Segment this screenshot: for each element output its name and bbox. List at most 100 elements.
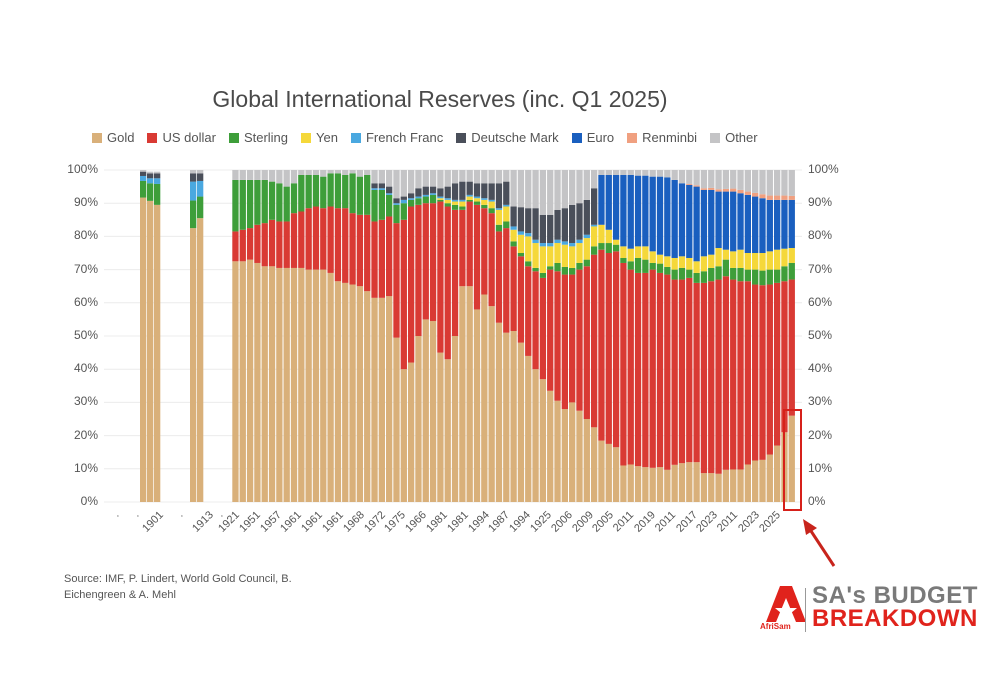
bar-segment-us-dollar (649, 269, 656, 468)
bar-segment-deutsche-mark (569, 204, 576, 244)
bar-stack (737, 170, 744, 502)
bar-segment-gold (730, 469, 737, 502)
bar-segment-sterling (349, 173, 356, 214)
bar-segment-gold (334, 281, 342, 502)
bar-segment-other (525, 170, 532, 209)
y-tick-label-left: 0% (80, 494, 98, 508)
bar-segment-gold (393, 337, 400, 502)
afrisam-budget-logo: AfriSam SA's BUDGET BREAKDOWN (760, 582, 995, 636)
bar-segment-yen (634, 246, 642, 258)
bar-segment-sterling (678, 267, 686, 280)
bar-segment-gold (327, 272, 334, 502)
bar-segment-euro (744, 194, 751, 253)
bar-segment-euro (766, 199, 773, 252)
bar-segment-sterling (649, 262, 656, 270)
bar-segment-gold (671, 464, 678, 502)
bar-segment-gold (312, 269, 320, 502)
bar-segment-renminbi (700, 188, 708, 190)
bar-segment-other (444, 170, 451, 187)
bar-segment-us-dollar (612, 251, 620, 448)
bar-segment-sterling (400, 203, 407, 220)
bar-segment-sterling (327, 173, 334, 207)
bar-segment-euro (773, 199, 781, 250)
logo-divider (805, 588, 806, 632)
y-tick-label-left: 20% (73, 427, 98, 442)
bar-stack (407, 170, 415, 502)
bar-stack (415, 170, 422, 502)
bar-segment-sterling (547, 266, 554, 270)
bar-stack (371, 170, 378, 502)
bar-segment-us-dollar (378, 219, 385, 298)
bar-segment-sterling (261, 179, 268, 224)
bar-segment-yen (766, 251, 773, 270)
bar-segment-yen (517, 234, 525, 253)
bar-segment-us-dollar (503, 228, 510, 333)
bar-stack (759, 170, 766, 502)
bar-segment-sterling (620, 257, 627, 263)
bar-stack (620, 170, 627, 502)
bar-segment-deutsche-mark (517, 207, 525, 232)
bar-segment-us-dollar (620, 262, 627, 466)
bar-segment-sterling (305, 174, 312, 209)
bar-segment-us-dollar (429, 203, 437, 322)
bar-stack (547, 170, 554, 502)
bar-segment-sterling (532, 267, 539, 272)
bar-segment-yen (715, 248, 722, 267)
legend-swatch (627, 132, 638, 143)
bar-segment-us-dollar (437, 201, 444, 353)
bar-segment-french-franc (371, 188, 378, 190)
bar-segment-deutsche-mark (473, 183, 481, 197)
bar-stack (140, 170, 147, 502)
bar-segment-deutsche-mark (386, 186, 393, 194)
bar-segment-other (554, 170, 561, 210)
bar-segment-deutsche-mark (400, 196, 407, 200)
bar-segment-other (664, 170, 671, 178)
bar-segment-french-franc (481, 198, 488, 200)
bar-segment-french-franc (583, 234, 590, 239)
bar-segment-us-dollar (371, 221, 378, 298)
bar-segment-other (722, 170, 730, 189)
legend-swatch (456, 132, 467, 143)
bar-segment-french-franc (444, 198, 451, 200)
y-tick-label-right: 90% (808, 195, 833, 210)
bar-segment-other (437, 170, 444, 189)
bar-segment-yen (642, 246, 649, 260)
bar-stack (312, 170, 320, 502)
bar-stack (356, 170, 364, 502)
bar-segment-deutsche-mark (393, 198, 400, 204)
bar-segment-us-dollar (634, 272, 642, 467)
bar-segment-us-dollar (525, 266, 532, 356)
bar-segment-us-dollar (715, 279, 722, 474)
legend-item: US dollar (147, 130, 216, 145)
bar-stack (766, 170, 773, 502)
bar-segment-gold (583, 419, 590, 502)
bar-segment-sterling (722, 259, 730, 277)
source-note: Source: IMF, P. Lindert, World Gold Coun… (64, 573, 292, 601)
bar-segment-deutsche-mark (525, 208, 532, 234)
bar-segment-other (254, 170, 261, 180)
bar-segment-euro (781, 199, 788, 249)
bar-segment-renminbi (737, 189, 744, 194)
bar-segment-french-franc (532, 239, 539, 244)
bar-segment-other (539, 170, 547, 215)
bar-stack (627, 170, 634, 502)
bar-segment-sterling (239, 179, 246, 230)
bar-segment-gold (342, 282, 349, 502)
bar-segment-euro (649, 176, 656, 252)
bar-segment-sterling (473, 201, 481, 205)
bar-segment-french-franc (393, 203, 400, 205)
bar-segment-sterling (246, 179, 254, 229)
bar-segment-yen (744, 253, 751, 270)
bar-segment-gold (700, 473, 708, 502)
bar-segment-other (752, 170, 759, 193)
legend-swatch (147, 132, 158, 143)
bar-segment-sterling (766, 269, 773, 285)
bar-segment-yen (503, 206, 510, 222)
bar-segment-other (737, 170, 744, 190)
bar-stack (649, 170, 656, 502)
bar-stack (290, 170, 298, 502)
bar-segment-other (649, 170, 656, 177)
bar-segment-euro (605, 174, 612, 230)
y-tick-label-right: 30% (808, 394, 833, 409)
bar-stack (700, 170, 708, 502)
